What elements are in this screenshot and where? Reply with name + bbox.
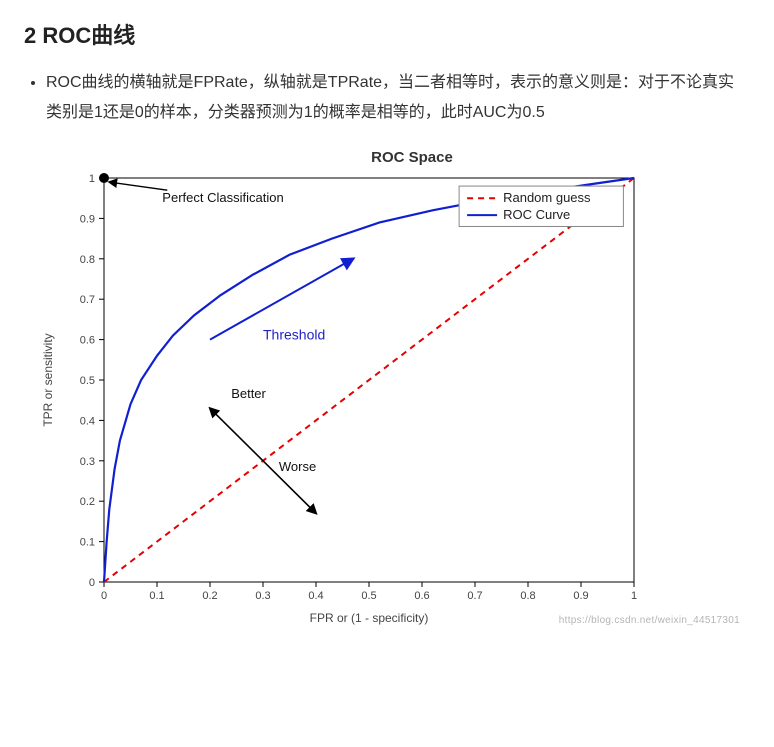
svg-text:Random guess: Random guess — [503, 190, 591, 205]
svg-text:0.9: 0.9 — [80, 213, 95, 225]
svg-text:0.7: 0.7 — [80, 294, 95, 306]
svg-text:Perfect Classification: Perfect Classification — [162, 190, 283, 205]
svg-text:0.1: 0.1 — [149, 590, 164, 602]
svg-text:Threshold: Threshold — [263, 326, 325, 342]
chart-title: ROC Space — [74, 149, 750, 166]
svg-text:0.3: 0.3 — [80, 456, 95, 468]
svg-text:1: 1 — [631, 590, 637, 602]
svg-text:0.3: 0.3 — [255, 590, 270, 602]
svg-text:0: 0 — [89, 577, 95, 589]
svg-text:0.9: 0.9 — [573, 590, 588, 602]
svg-text:ROC Curve: ROC Curve — [503, 207, 570, 222]
svg-text:0.5: 0.5 — [80, 375, 95, 387]
svg-text:Better: Better — [231, 386, 266, 401]
svg-text:FPR or (1 - specificity): FPR or (1 - specificity) — [310, 611, 429, 625]
watermark: https://blog.csdn.net/weixin_44517301 — [559, 615, 740, 626]
svg-text:0: 0 — [101, 590, 107, 602]
svg-text:Worse: Worse — [279, 459, 316, 474]
svg-text:0.6: 0.6 — [80, 334, 95, 346]
svg-text:TPR or sensitivity: TPR or sensitivity — [41, 333, 55, 426]
svg-text:0.5: 0.5 — [361, 590, 376, 602]
svg-text:0.7: 0.7 — [467, 590, 482, 602]
bullet-list: ROC曲线的横轴就是FPRate，纵轴就是TPRate，当二者相等时，表示的意义… — [24, 68, 750, 129]
roc-svg: 0 0.1 0.2 0.3 0.4 0.5 0.6 0.7 0.8 0.9 1 0 0.1 0.2 0.3 0… — [34, 168, 654, 628]
bullet-text: ROC曲线的横轴就是FPRate，纵轴就是TPRate，当二者相等时，表示的意义… — [46, 68, 750, 129]
svg-text:1: 1 — [89, 173, 95, 185]
svg-text:0.4: 0.4 — [80, 415, 95, 427]
svg-text:0.1: 0.1 — [80, 536, 95, 548]
section-heading: 2 ROC曲线 — [24, 18, 750, 50]
svg-text:0.6: 0.6 — [414, 590, 429, 602]
roc-chart: ROC Space 00.10.20.30.40.50.60.70.80.910… — [34, 149, 750, 628]
svg-text:0.2: 0.2 — [202, 590, 217, 602]
svg-text:0.8: 0.8 — [520, 590, 535, 602]
svg-text:0.8: 0.8 — [80, 254, 95, 266]
svg-text:0.2: 0.2 — [80, 496, 95, 508]
svg-text:0.4: 0.4 — [308, 590, 323, 602]
